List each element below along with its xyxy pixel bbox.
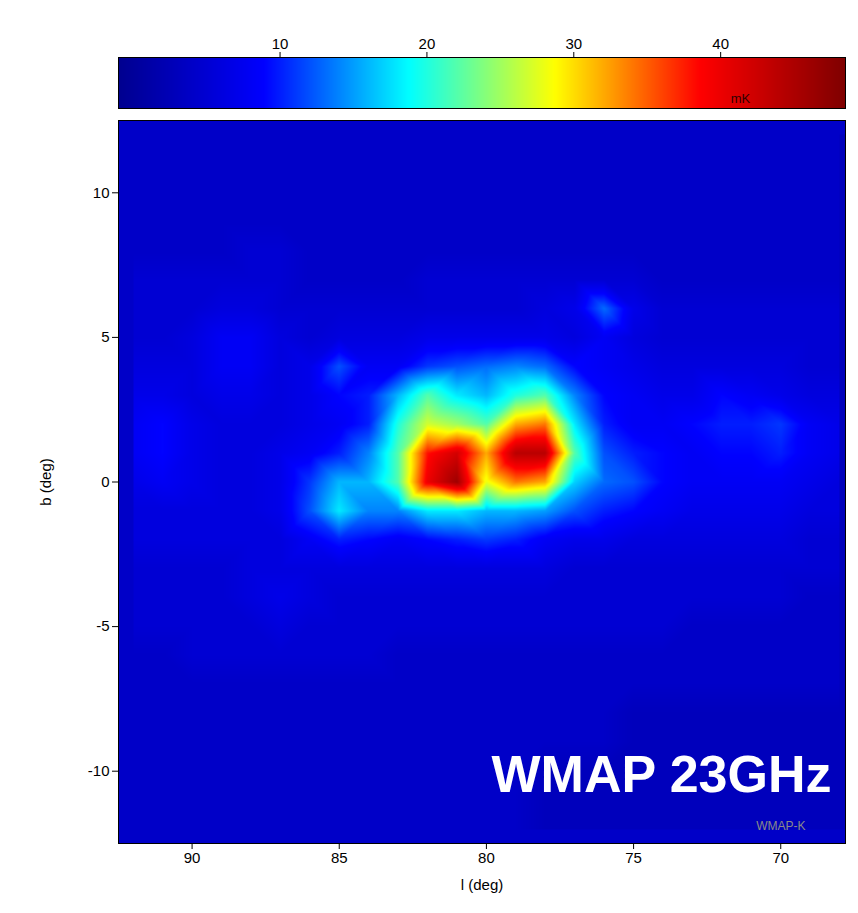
svg-text:b (deg): b (deg)	[37, 458, 54, 506]
svg-text:WMAP 23GHz: WMAP 23GHz	[492, 745, 832, 803]
svg-text:5: 5	[101, 328, 109, 345]
svg-text:70: 70	[772, 849, 789, 866]
svg-text:40: 40	[712, 35, 729, 52]
svg-text:85: 85	[331, 849, 348, 866]
svg-text:-5: -5	[96, 617, 109, 634]
svg-text:WMAP-K: WMAP-K	[756, 819, 805, 833]
svg-text:l (deg): l (deg)	[461, 876, 504, 893]
svg-text:20: 20	[419, 35, 436, 52]
svg-text:80: 80	[478, 849, 495, 866]
svg-text:90: 90	[184, 849, 201, 866]
svg-text:0: 0	[101, 473, 109, 490]
svg-text:mK: mK	[731, 91, 751, 106]
svg-text:30: 30	[565, 35, 582, 52]
svg-text:-10: -10	[88, 762, 110, 779]
svg-text:75: 75	[625, 849, 642, 866]
svg-text:10: 10	[93, 184, 110, 201]
svg-text:10: 10	[272, 35, 289, 52]
